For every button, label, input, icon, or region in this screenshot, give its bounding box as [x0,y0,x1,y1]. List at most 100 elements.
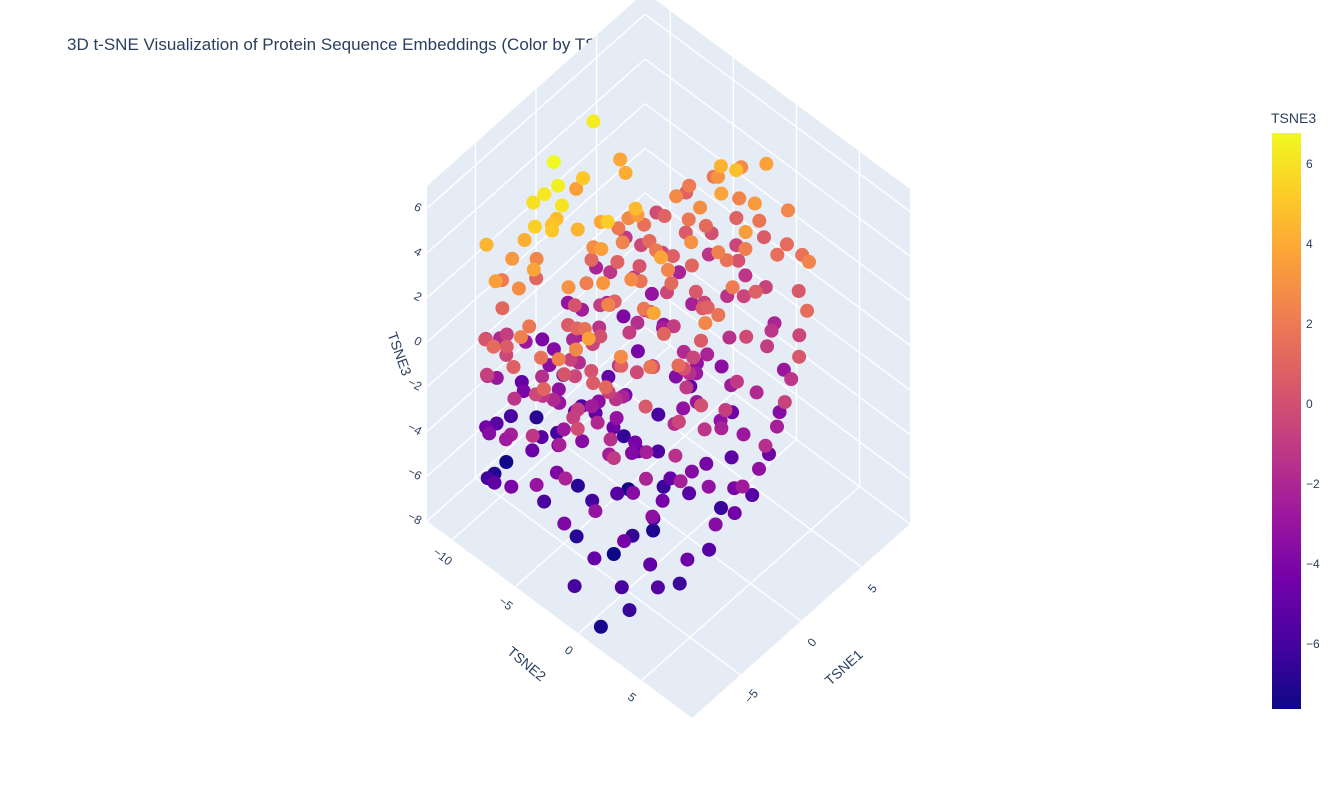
data-point[interactable] [632,259,647,274]
data-point[interactable] [749,385,764,400]
data-point[interactable] [651,407,666,422]
data-point[interactable] [777,395,792,410]
data-point[interactable] [555,198,569,213]
data-point[interactable] [731,253,746,268]
data-point[interactable] [630,344,645,359]
data-point[interactable] [551,352,566,367]
data-point[interactable] [752,213,767,228]
data-point[interactable] [586,376,601,391]
data-point[interactable] [499,327,514,342]
data-point[interactable] [684,258,699,273]
data-point[interactable] [708,517,723,532]
data-point[interactable] [711,169,725,184]
data-point[interactable] [702,542,717,557]
data-point[interactable] [752,461,766,476]
data-point[interactable] [505,251,520,266]
data-point[interactable] [570,478,585,493]
data-point[interactable] [759,156,774,171]
data-point[interactable] [694,398,709,413]
data-point[interactable] [748,284,763,299]
data-point[interactable] [629,365,644,380]
data-point[interactable] [800,303,815,318]
data-point[interactable] [699,456,714,471]
data-point[interactable] [624,272,639,287]
data-point[interactable] [646,523,661,538]
data-point[interactable] [626,485,641,500]
data-point[interactable] [770,247,785,262]
data-point[interactable] [645,509,660,524]
data-point[interactable] [569,529,584,544]
data-point[interactable] [514,330,528,345]
data-point[interactable] [587,551,602,566]
data-point[interactable] [747,196,762,211]
data-point[interactable] [714,421,729,436]
data-point[interactable] [525,443,540,458]
data-point[interactable] [697,422,712,437]
data-point[interactable] [679,380,694,395]
data-point[interactable] [668,448,683,463]
data-point[interactable] [684,235,699,250]
data-point[interactable] [661,262,675,277]
data-point[interactable] [711,308,726,322]
data-point[interactable] [669,189,684,204]
data-point[interactable] [693,200,708,215]
data-point[interactable] [588,504,603,519]
data-point[interactable] [527,219,542,234]
data-point[interactable] [680,552,695,567]
data-point[interactable] [579,276,594,291]
data-point[interactable] [676,401,691,416]
data-point[interactable] [557,367,572,382]
data-point[interactable] [584,364,599,378]
data-point[interactable] [614,580,629,595]
data-point[interactable] [586,114,601,129]
data-point[interactable] [511,281,526,296]
data-point[interactable] [781,203,795,218]
data-point[interactable] [551,178,565,193]
data-point[interactable] [618,165,633,180]
data-point[interactable] [610,255,625,269]
data-point[interactable] [672,576,687,591]
data-point[interactable] [729,374,744,389]
data-point[interactable] [711,245,726,260]
data-point[interactable] [792,328,807,343]
data-point[interactable] [617,534,632,549]
data-point[interactable] [529,251,544,266]
data-point[interactable] [736,289,751,304]
data-point[interactable] [628,201,643,216]
data-point[interactable] [482,426,497,441]
data-point[interactable] [529,477,544,492]
data-point[interactable] [729,211,744,225]
data-point[interactable] [664,276,679,291]
data-point[interactable] [603,265,618,280]
data-point[interactable] [757,230,771,245]
data-point[interactable] [701,479,716,494]
data-point[interactable] [791,284,806,298]
data-point[interactable] [700,347,715,362]
data-point[interactable] [654,250,668,265]
data-point[interactable] [517,233,532,247]
data-point[interactable] [681,212,696,227]
data-point[interactable] [479,367,494,382]
data-point[interactable] [606,451,621,466]
data-point[interactable] [622,325,637,340]
data-point[interactable] [732,191,747,206]
data-point[interactable] [738,268,753,283]
data-point[interactable] [504,479,519,494]
data-point[interactable] [594,242,609,257]
data-point[interactable] [682,178,697,193]
data-point[interactable] [724,450,739,465]
data-point[interactable] [745,488,760,502]
data-point[interactable] [479,237,494,252]
data-point[interactable] [625,446,639,460]
data-point[interactable] [534,350,548,365]
data-point[interactable] [556,422,571,437]
data-point[interactable] [616,429,631,444]
data-point[interactable] [566,410,581,425]
data-point[interactable] [593,329,608,344]
data-point[interactable] [764,323,779,338]
data-point[interactable] [646,306,661,321]
data-point[interactable] [616,309,631,324]
data-point[interactable] [567,298,582,313]
data-point[interactable] [576,171,590,186]
